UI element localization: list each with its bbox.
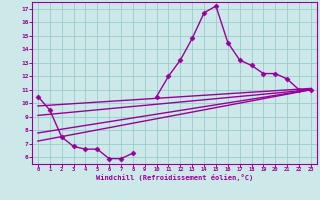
- X-axis label: Windchill (Refroidissement éolien,°C): Windchill (Refroidissement éolien,°C): [96, 174, 253, 181]
